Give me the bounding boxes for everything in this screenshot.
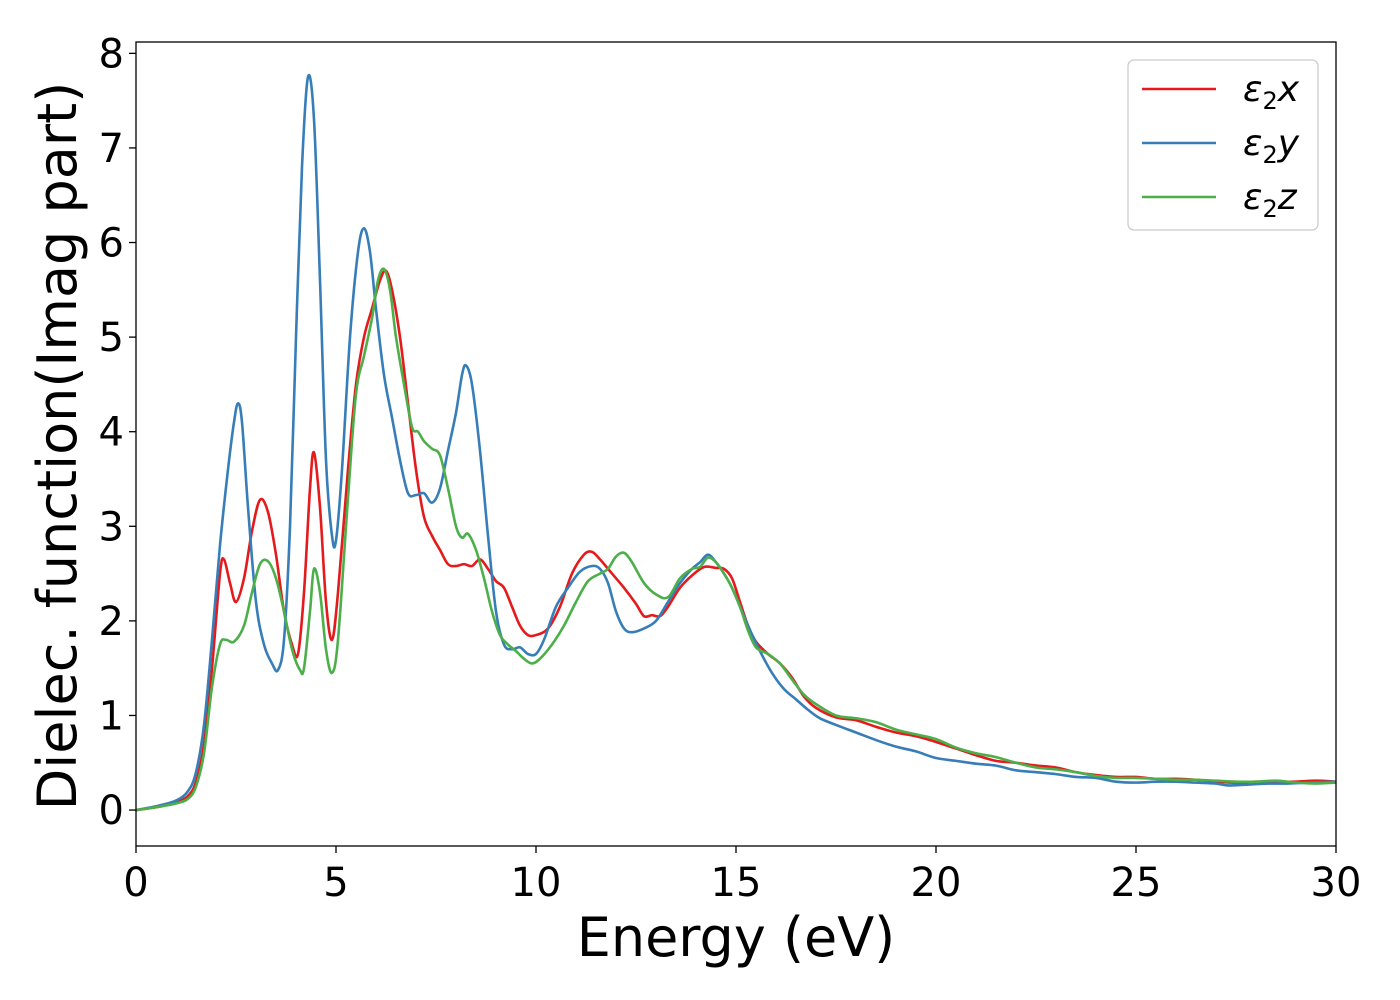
y-tick-label: 3 <box>99 504 124 550</box>
y-tick-label: 8 <box>99 31 124 77</box>
x-tick-label: 25 <box>1111 860 1162 906</box>
x-tick-label: 20 <box>911 860 962 906</box>
legend-label-1: ε2y <box>1243 123 1300 169</box>
y-tick-label: 0 <box>99 788 124 834</box>
y-tick-label: 7 <box>99 126 124 172</box>
series-layer <box>135 73 1337 812</box>
legend-entries: ε2x ε2y ε2z <box>1142 69 1300 223</box>
x-tick-label: 30 <box>1311 860 1362 906</box>
legend-label-2: ε2z <box>1243 177 1298 223</box>
y-tick-label: 5 <box>99 315 124 361</box>
x-tick-label: 15 <box>711 860 762 906</box>
y-tick-label: 4 <box>99 410 124 456</box>
legend-label-0: ε2x <box>1243 69 1300 115</box>
x-tick-label: 10 <box>511 860 562 906</box>
y-tick-label: 2 <box>99 599 124 645</box>
x-axis-title: Energy (eV) <box>577 906 896 969</box>
legend-box <box>1127 59 1319 231</box>
x-tick-label: 5 <box>323 860 348 906</box>
y-tick-label: 1 <box>99 693 124 739</box>
x-axis: 0 5 10 15 20 25 30 <box>123 846 1361 906</box>
series-line-2 <box>135 267 1337 812</box>
y-tick-label: 6 <box>99 221 124 267</box>
series-line-1 <box>135 73 1337 812</box>
y-axis: 0 1 2 3 4 5 6 7 8 <box>99 31 136 834</box>
legend: ε2x ε2y ε2z <box>1127 59 1319 231</box>
y-axis-title: Dielec. function(Imag part) <box>26 82 89 811</box>
x-tick-label: 0 <box>123 860 148 906</box>
